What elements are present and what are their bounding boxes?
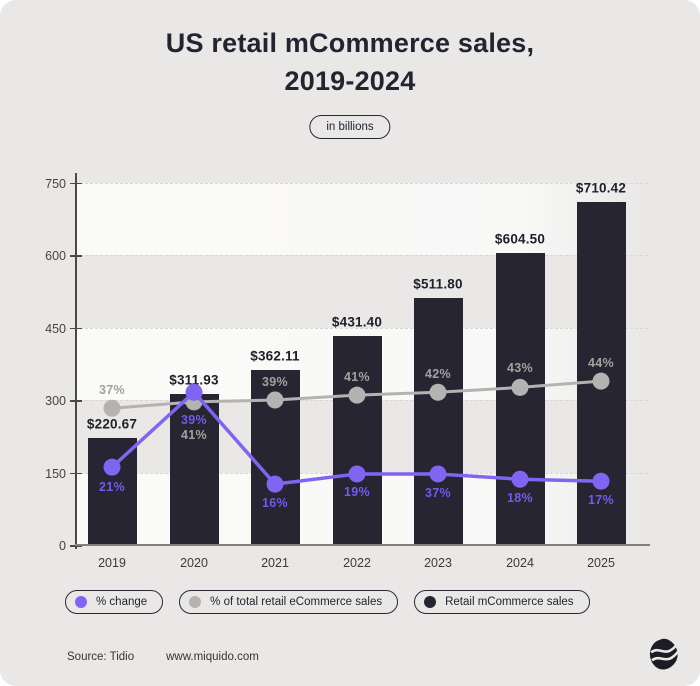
x-axis-label-2024: 2024: [506, 556, 534, 570]
legend-label: % change: [96, 596, 148, 608]
bar-2022: [332, 336, 382, 545]
miquido-logo-icon: [649, 638, 680, 670]
pct-label-gray: 44%: [588, 356, 614, 371]
title-line-1: US retail mCommerce sales,: [165, 28, 535, 58]
gridline: [75, 327, 648, 329]
bar-2021: [250, 369, 300, 545]
y-axis-label: 450: [45, 321, 66, 336]
bar-2023: [413, 297, 463, 545]
bar-value-label: $311.93: [169, 372, 219, 388]
pct-label-gray: 37%: [99, 383, 125, 398]
y-axis-label: 600: [45, 249, 66, 263]
pct-label-purple: 39%: [181, 413, 207, 428]
bar-value-label: $220.67: [86, 416, 138, 432]
bar-value-label: $511.80: [413, 276, 463, 292]
footer: Source: Tidio www.miquido.com: [67, 651, 259, 663]
x-axis-label-2019: 2019: [98, 556, 126, 570]
bar-value-label: $710.42: [575, 180, 627, 196]
line-dot-gray: [103, 399, 121, 417]
pct-label-gray: 39%: [262, 375, 288, 389]
pct-label-purple: 16%: [262, 496, 288, 511]
y-axis-label: 750: [45, 176, 66, 191]
chart-legend: % change % of total retail eCommerce sal…: [65, 590, 590, 614]
legend-item-pct-change[interactable]: % change: [65, 590, 164, 614]
pct-label-purple: 37%: [425, 485, 451, 500]
gridline: [75, 182, 648, 184]
pct-label-purple: 17%: [588, 493, 614, 508]
x-axis-label-2020: 2020: [180, 556, 208, 570]
source-text: Source: Tidio: [67, 651, 135, 663]
bar-value-label: $604.50: [494, 231, 546, 247]
x-axis-line: [75, 544, 650, 546]
legend-label: % of total retail eCommerce sales: [210, 596, 383, 608]
bar-value-label: $362.11: [250, 348, 300, 364]
title-line-2: 2019-2024: [284, 66, 416, 96]
website-link[interactable]: www.miquido.com: [166, 651, 259, 663]
bar-value-label: $431.40: [331, 314, 383, 330]
legend-label: Retail mCommerce sales: [445, 596, 574, 608]
legend-dot-purple: [75, 596, 87, 608]
y-axis-line: [75, 173, 77, 549]
pct-label-gray: 41%: [344, 370, 370, 385]
gridline: [75, 255, 648, 256]
pct-label-purple: 18%: [507, 491, 533, 506]
legend-item-mcommerce-sales[interactable]: Retail mCommerce sales: [414, 590, 590, 614]
pct-label-purple: 19%: [344, 484, 370, 499]
x-axis-label-2023: 2023: [424, 556, 452, 570]
y-axis-label: 150: [45, 466, 66, 481]
pct-label-gray: 42%: [425, 367, 451, 382]
unit-badge: in billions: [309, 115, 391, 139]
legend-dot-dark: [424, 596, 437, 608]
plot-band: [75, 182, 648, 255]
page-title: US retail mCommerce sales, 2019-2024: [0, 24, 700, 100]
y-axis-label: 300: [45, 394, 66, 408]
y-axis-label: 0: [59, 539, 66, 553]
pct-label-gray: 41%: [181, 427, 207, 442]
x-axis-label-2025: 2025: [587, 556, 615, 570]
legend-dot-gray: [189, 596, 202, 608]
pct-label-purple: 21%: [99, 480, 125, 495]
x-axis-label-2021: 2021: [261, 556, 289, 570]
x-axis-label-2022: 2022: [343, 556, 371, 570]
legend-item-pct-ecommerce[interactable]: % of total retail eCommerce sales: [179, 590, 399, 614]
pct-label-gray: 43%: [507, 361, 533, 376]
